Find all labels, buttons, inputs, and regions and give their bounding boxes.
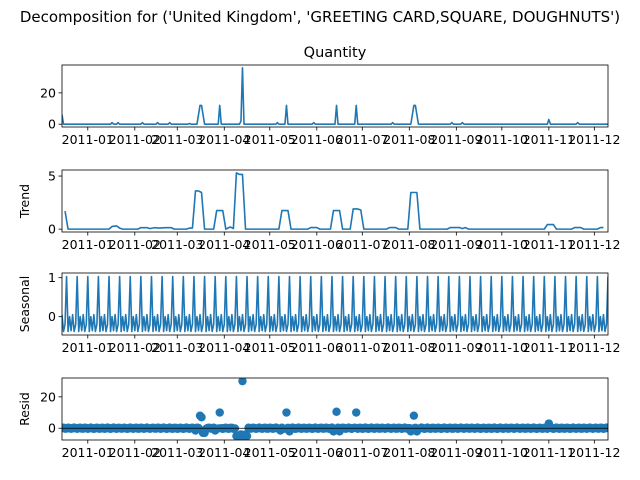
x-tick-label: 2011-04	[198, 340, 250, 355]
resid-point	[238, 378, 247, 386]
x-tick-label: 2011-11	[523, 340, 575, 355]
x-tick-label: 2011-02	[109, 132, 161, 147]
x-tick-label: 2011-09	[430, 445, 482, 460]
observed-panel: Quantity0202011-012011-022011-032011-042…	[40, 45, 620, 147]
y-tick-label: 0	[48, 117, 56, 132]
resid-point	[215, 408, 224, 417]
x-tick-label: 2011-11	[523, 132, 575, 147]
x-tick-label: 2011-05	[244, 237, 296, 252]
y-tick-label: 20	[40, 389, 56, 404]
x-tick-label: 2011-09	[430, 237, 482, 252]
y-tick-label: 0	[48, 421, 56, 436]
x-tick-label: 2011-08	[383, 340, 435, 355]
y-tick-label: 0	[48, 309, 56, 324]
x-tick-label: 2011-03	[151, 340, 203, 355]
resid-panel: Resid0202011-012011-022011-032011-042011…	[17, 377, 620, 460]
x-tick-label: 2011-10	[476, 237, 528, 252]
resid-point	[197, 413, 206, 422]
resid-point	[332, 407, 341, 416]
resid-point	[409, 411, 419, 420]
x-tick-label: 2011-07	[336, 340, 388, 355]
x-tick-label: 2011-06	[291, 132, 343, 147]
x-tick-label: 2011-01	[62, 445, 114, 460]
x-tick-label: 2011-03	[151, 237, 203, 252]
x-tick-label: 2011-02	[109, 340, 161, 355]
x-tick-label: 2011-01	[62, 237, 114, 252]
x-tick-label: 2011-12	[568, 445, 620, 460]
seasonal-panel: Seasonal 012011-012011-022011-032011-0420…	[17, 270, 620, 355]
x-tick-label: 2011-01	[62, 340, 114, 355]
y-tick-label: 0	[48, 222, 56, 237]
x-tick-label: 2011-11	[523, 445, 575, 460]
figure-suptitle: Decomposition for ('United Kingdom', 'GR…	[20, 8, 620, 26]
resid-axes-frame	[61, 377, 609, 441]
x-tick-label: 2011-12	[568, 340, 620, 355]
x-tick-label: 2011-02	[109, 237, 161, 252]
x-tick-label: 2011-06	[291, 445, 343, 460]
seasonal-ylabel: Seasonal	[17, 276, 32, 333]
x-tick-label: 2011-09	[430, 132, 482, 147]
resid-point	[242, 431, 252, 440]
x-tick-label: 2011-10	[476, 132, 528, 147]
x-tick-label: 2011-03	[151, 445, 203, 460]
resid-point	[282, 408, 291, 417]
x-tick-label: 2011-04	[198, 445, 250, 460]
resid-ylabel: Resid	[17, 392, 32, 426]
observed-axes-frame	[61, 64, 609, 128]
x-tick-label: 2011-07	[336, 237, 388, 252]
x-tick-label: 2011-06	[291, 237, 343, 252]
x-tick-label: 2011-05	[244, 132, 296, 147]
x-tick-label: 2011-01	[62, 132, 114, 147]
seasonal-line	[62, 275, 608, 333]
y-tick-label: 5	[48, 169, 56, 184]
x-tick-label: 2011-09	[430, 340, 482, 355]
seasonal-axes-frame	[61, 272, 609, 336]
observed-title: Quantity	[304, 45, 367, 61]
x-tick-label: 2011-11	[523, 237, 575, 252]
x-tick-label: 2011-08	[383, 237, 435, 252]
trend-ylabel: Trend	[17, 184, 32, 219]
x-tick-label: 2011-02	[109, 445, 161, 460]
x-tick-label: 2011-07	[336, 132, 388, 147]
x-tick-label: 2011-10	[476, 340, 528, 355]
x-tick-label: 2011-05	[244, 445, 296, 460]
x-tick-label: 2011-06	[291, 340, 343, 355]
x-tick-label: 2011-08	[383, 445, 435, 460]
x-tick-label: 2011-04	[198, 237, 250, 252]
x-tick-label: 2011-12	[568, 132, 620, 147]
x-tick-label: 2011-03	[151, 132, 203, 147]
x-tick-label: 2011-04	[198, 132, 250, 147]
x-tick-label: 2011-10	[476, 445, 528, 460]
x-tick-label: 2011-12	[568, 237, 620, 252]
y-tick-label: 1	[48, 270, 56, 285]
trend-axes-frame	[61, 169, 609, 233]
x-tick-label: 2011-07	[336, 445, 388, 460]
x-tick-label: 2011-05	[244, 340, 296, 355]
trend-panel: Trend052011-012011-022011-032011-042011-…	[17, 169, 620, 252]
observed-line	[62, 67, 608, 125]
x-tick-label: 2011-08	[383, 132, 435, 147]
y-tick-label: 20	[40, 85, 56, 100]
trend-line	[64, 172, 604, 230]
resid-point	[352, 408, 361, 417]
